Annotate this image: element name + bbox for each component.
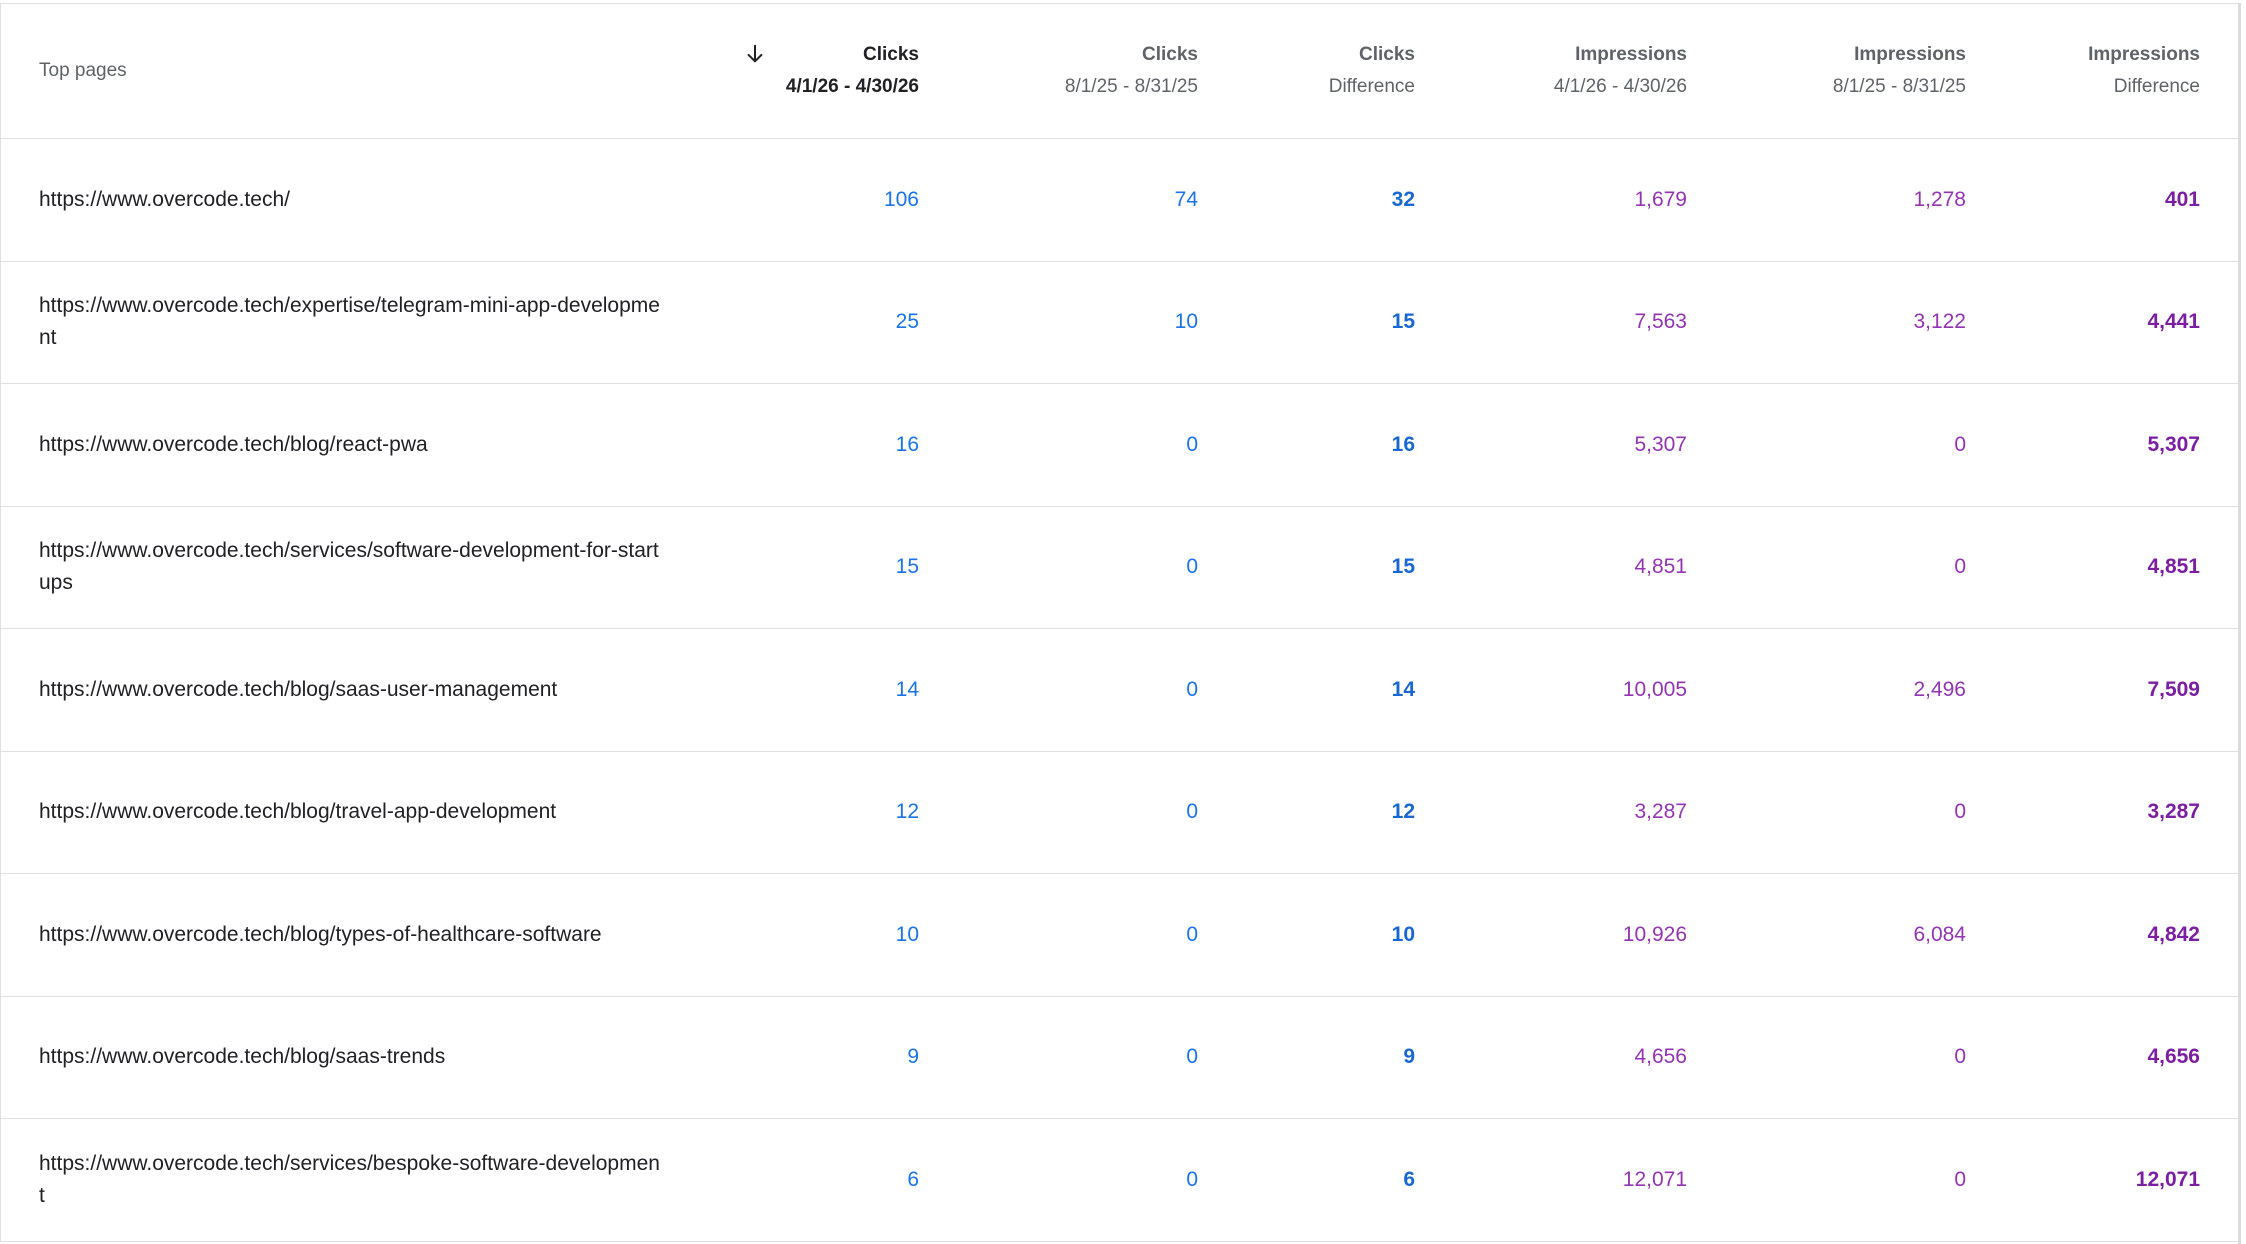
page-url-link[interactable]: https://www.overcode.tech/services/softw… — [39, 539, 659, 595]
table-header-row: Top pages Clicks 4/1/26 - 4/30/26 Clicks… — [1, 4, 2239, 139]
impressions-previous-value: 0 — [1954, 555, 1966, 579]
clicks-difference-value: 9 — [1403, 1045, 1415, 1069]
top-pages-label: Top pages — [39, 60, 127, 81]
table-row[interactable]: https://www.overcode.tech/blog/react-pwa… — [1, 384, 2239, 507]
impressions-current-value: 1,679 — [1634, 187, 1687, 211]
column-header-subtitle: 8/1/25 - 8/31/25 — [1832, 76, 1966, 97]
clicks-previous-value: 0 — [1186, 677, 1198, 701]
impressions-previous-value: 0 — [1954, 1045, 1966, 1069]
clicks-current-value: 16 — [895, 432, 919, 456]
top-pages-table: Top pages Clicks 4/1/26 - 4/30/26 Clicks… — [0, 3, 2239, 1242]
column-header-subtitle: Difference — [2113, 76, 2200, 97]
table-row[interactable]: https://www.overcode.tech/blog/types-of-… — [1, 874, 2239, 997]
page-url-link[interactable]: https://www.overcode.tech/blog/travel-ap… — [39, 800, 557, 824]
impressions-difference-value: 4,656 — [2147, 1045, 2200, 1069]
impressions-difference-value: 401 — [2164, 187, 2200, 211]
clicks-current-value: 9 — [907, 1045, 919, 1069]
impressions-difference-value: 5,307 — [2147, 432, 2200, 456]
clicks-difference-value: 14 — [1391, 677, 1415, 701]
impressions-current-value: 10,926 — [1622, 922, 1687, 946]
clicks-previous-value: 0 — [1186, 800, 1198, 824]
page-url-link[interactable]: https://www.overcode.tech/blog/saas-user… — [39, 677, 558, 701]
clicks-previous-value: 0 — [1186, 1045, 1198, 1069]
clicks-current-value: 14 — [895, 677, 919, 701]
table-row[interactable]: https://www.overcode.tech/services/softw… — [1, 507, 2239, 629]
table-row[interactable]: https://www.overcode.tech/expertise/tele… — [1, 262, 2239, 384]
impressions-difference-value: 7,509 — [2147, 677, 2200, 701]
clicks-difference-value: 6 — [1403, 1167, 1415, 1191]
column-header-subtitle: 4/1/26 - 4/30/26 — [785, 76, 919, 97]
table-row[interactable]: https://www.overcode.tech/blog/saas-user… — [1, 629, 2239, 752]
column-header-impressions-previous[interactable]: Impressions 8/1/25 - 8/31/25 — [1687, 39, 1966, 103]
column-header-title: Impressions — [2088, 44, 2200, 65]
impressions-difference-value: 3,287 — [2147, 800, 2200, 824]
column-header-title: Impressions — [1575, 44, 1687, 65]
column-header-top-pages[interactable]: Top pages — [1, 55, 691, 87]
column-header-title: Clicks — [863, 44, 919, 65]
impressions-previous-value: 3,122 — [1913, 310, 1966, 334]
impressions-current-value: 7,563 — [1634, 310, 1687, 334]
impressions-current-value: 3,287 — [1634, 800, 1687, 824]
page-url-link[interactable]: https://www.overcode.tech/blog/react-pwa — [39, 432, 428, 456]
clicks-current-value: 12 — [895, 800, 919, 824]
table-row[interactable]: https://www.overcode.tech/blog/saas-tren… — [1, 997, 2239, 1119]
table-row[interactable]: https://www.overcode.tech/services/bespo… — [1, 1119, 2239, 1242]
clicks-current-value: 10 — [895, 922, 919, 946]
impressions-current-value: 5,307 — [1634, 432, 1687, 456]
clicks-difference-value: 15 — [1391, 555, 1415, 579]
impressions-current-value: 12,071 — [1622, 1167, 1687, 1191]
impressions-difference-value: 4,441 — [2147, 310, 2200, 334]
clicks-previous-value: 10 — [1174, 310, 1198, 334]
impressions-difference-value: 4,851 — [2147, 555, 2200, 579]
column-header-clicks-current[interactable]: Clicks 4/1/26 - 4/30/26 — [691, 39, 919, 103]
scrollbar-track[interactable] — [2238, 3, 2241, 1244]
impressions-previous-value: 6,084 — [1913, 922, 1966, 946]
clicks-previous-value: 0 — [1186, 1167, 1198, 1191]
clicks-current-value: 15 — [895, 555, 919, 579]
clicks-difference-value: 32 — [1391, 187, 1415, 211]
impressions-previous-value: 1,278 — [1913, 187, 1966, 211]
clicks-previous-value: 74 — [1174, 187, 1198, 211]
clicks-difference-value: 12 — [1391, 800, 1415, 824]
column-header-impressions-current[interactable]: Impressions 4/1/26 - 4/30/26 — [1415, 39, 1687, 103]
clicks-current-value: 6 — [907, 1167, 919, 1191]
page-url-link[interactable]: https://www.overcode.tech/blog/saas-tren… — [39, 1045, 446, 1069]
clicks-previous-value: 0 — [1186, 922, 1198, 946]
page-url-link[interactable]: https://www.overcode.tech/ — [39, 187, 290, 211]
column-header-title: Clicks — [1359, 44, 1415, 65]
impressions-current-value: 4,851 — [1634, 555, 1687, 579]
column-header-impressions-difference[interactable]: Impressions Difference — [1966, 39, 2200, 103]
impressions-current-value: 10,005 — [1622, 677, 1687, 701]
clicks-previous-value: 0 — [1186, 432, 1198, 456]
column-header-subtitle: Difference — [1328, 76, 1415, 97]
clicks-difference-value: 15 — [1391, 310, 1415, 334]
clicks-current-value: 25 — [895, 310, 919, 334]
table-body: https://www.overcode.tech/ 106 74 32 1,6… — [1, 139, 2239, 1242]
column-header-subtitle: 8/1/25 - 8/31/25 — [1064, 76, 1198, 97]
impressions-previous-value: 0 — [1954, 432, 1966, 456]
page-url-link[interactable]: https://www.overcode.tech/expertise/tele… — [39, 294, 660, 350]
impressions-previous-value: 0 — [1954, 800, 1966, 824]
impressions-difference-value: 4,842 — [2147, 922, 2200, 946]
impressions-current-value: 4,656 — [1634, 1045, 1687, 1069]
arrow-down-icon[interactable] — [744, 43, 766, 65]
impressions-previous-value: 0 — [1954, 1167, 1966, 1191]
page-url-link[interactable]: https://www.overcode.tech/services/bespo… — [39, 1151, 660, 1207]
clicks-previous-value: 0 — [1186, 555, 1198, 579]
clicks-difference-value: 16 — [1391, 432, 1415, 456]
page-url-link[interactable]: https://www.overcode.tech/blog/types-of-… — [39, 922, 602, 946]
impressions-previous-value: 2,496 — [1913, 677, 1966, 701]
column-header-title: Impressions — [1854, 44, 1966, 65]
impressions-difference-value: 12,071 — [2135, 1167, 2200, 1191]
clicks-current-value: 106 — [883, 187, 919, 211]
table-row[interactable]: https://www.overcode.tech/blog/travel-ap… — [1, 752, 2239, 874]
column-header-subtitle: 4/1/26 - 4/30/26 — [1553, 76, 1687, 97]
column-header-title: Clicks — [1142, 44, 1198, 65]
table-row[interactable]: https://www.overcode.tech/ 106 74 32 1,6… — [1, 139, 2239, 262]
column-header-clicks-previous[interactable]: Clicks 8/1/25 - 8/31/25 — [919, 39, 1198, 103]
clicks-difference-value: 10 — [1391, 922, 1415, 946]
column-header-clicks-difference[interactable]: Clicks Difference — [1198, 39, 1415, 103]
